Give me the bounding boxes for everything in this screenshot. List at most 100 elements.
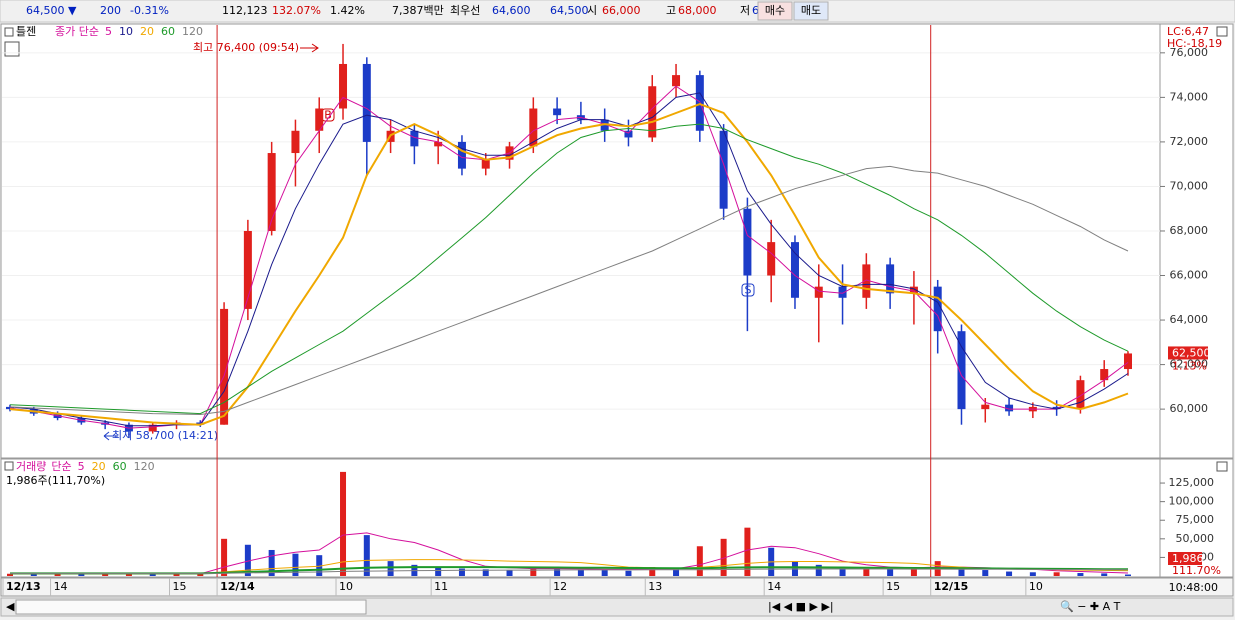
low-arrow [103, 431, 118, 441]
candle-body [529, 108, 538, 147]
last-change-label: 1.13% [1172, 359, 1207, 372]
volume-bar [601, 570, 608, 576]
panel-close[interactable] [1216, 461, 1228, 472]
volume-bar [316, 555, 323, 576]
volume-bar [839, 568, 846, 576]
volume-bar [673, 568, 680, 576]
candle-body [600, 119, 609, 131]
y-tick-label: 100,000 [1169, 495, 1215, 508]
scroll-left[interactable]: ◀ [6, 600, 15, 613]
indicator-hc: HC:-18,19 [1167, 37, 1222, 50]
y-tick-label: 74,000 [1170, 90, 1209, 103]
candle-body [1124, 353, 1132, 370]
legend-entry: 5 [78, 460, 85, 473]
toolbar-item: 200 [100, 4, 121, 17]
volume-bar [149, 574, 156, 576]
sell-button[interactable] [793, 1, 829, 21]
volume-bar [696, 546, 703, 576]
toolbar [0, 0, 1235, 23]
volume-summary: 1,986주(111,70%) [6, 474, 105, 487]
candle-body [410, 130, 419, 147]
candle-body [648, 86, 657, 138]
toolbar-item: 66,000 [602, 4, 641, 17]
x-tick-label: 12 [553, 580, 567, 593]
candle-body [267, 153, 276, 231]
volume-bar [78, 574, 85, 576]
volume-panel [0, 458, 1161, 578]
volume-bar [982, 570, 989, 576]
volume-bar [1125, 574, 1131, 576]
volume-bar [720, 538, 727, 576]
x-tick-label: 11 [434, 580, 448, 593]
y-tick-label: 50,000 [1176, 532, 1215, 545]
date-axis [0, 577, 1234, 597]
volume-bar [1029, 572, 1036, 576]
last-volume-box [1168, 552, 1202, 565]
volume-bar [268, 549, 275, 576]
legend-label: 단순 [51, 460, 71, 473]
x-tick-label: 14 [767, 580, 781, 593]
candle-body [362, 63, 371, 142]
buy-button-label: 매수 [765, 4, 785, 17]
candle-body [243, 230, 252, 309]
scroll-thumb[interactable] [15, 599, 367, 615]
candle-body [291, 130, 300, 154]
nav-buttons[interactable]: |◀ ◀ ■ ▶ ▶| [768, 600, 834, 613]
candle-body [1076, 380, 1085, 410]
grid-button[interactable] [4, 41, 20, 57]
volume-bar [625, 570, 632, 576]
last-price-box [1168, 346, 1208, 360]
candle-body [886, 264, 895, 294]
ma-line [9, 103, 1129, 426]
toolbar-item: 132.07% [272, 4, 321, 17]
legend-entry: 120 [182, 25, 203, 38]
toolbar-item: -0.31% [130, 4, 169, 17]
candle-body [743, 208, 752, 276]
y-tick-label: 66,000 [1170, 269, 1209, 282]
volume-bar [292, 553, 299, 576]
volume-bar [887, 569, 894, 576]
volume-bar [506, 570, 513, 576]
volume-bar [530, 567, 537, 576]
volume-bar [958, 567, 965, 576]
volume-bar [554, 568, 561, 576]
candle-body [862, 264, 871, 298]
candle-body [981, 404, 990, 410]
legend-entry: 20 [140, 25, 154, 38]
price-axis-panel [1159, 23, 1234, 459]
y-tick-label: 68,000 [1170, 224, 1209, 237]
candle-body [933, 286, 942, 332]
candle-body [672, 75, 681, 87]
candle-body [624, 130, 633, 138]
candle-body [148, 424, 157, 432]
candle-body [790, 242, 799, 298]
x-tick-label: 10 [339, 580, 353, 593]
candle-body [719, 130, 728, 209]
panel-close[interactable] [1216, 26, 1228, 37]
candle-body [1005, 404, 1014, 412]
volume-bar [577, 569, 584, 576]
toolbar-item: 최우선 [450, 4, 480, 17]
x-tick-label: 15 [886, 580, 900, 593]
candle-body [434, 141, 443, 147]
x-tick-label: 13 [648, 580, 662, 593]
candle-body [339, 63, 348, 109]
low-annotation: 최저 58,700 (14:21) [112, 429, 218, 442]
legend-label: 종가 단순 [55, 25, 99, 38]
toolbar-item: 64,500 ▼ [26, 4, 77, 17]
volume-legend-title: 거래량 [16, 460, 46, 473]
legend-entry: 5 [105, 25, 112, 38]
high-arrow [300, 43, 319, 53]
volume-bar [1053, 572, 1060, 576]
tool-icons[interactable]: 🔍 − ✚ A T [1060, 599, 1121, 613]
y-tick-label: 72,000 [1170, 135, 1209, 148]
legend-entry: 10 [119, 25, 133, 38]
volume-bar [482, 569, 489, 576]
candle-body [220, 308, 229, 425]
buy-button[interactable] [757, 1, 793, 21]
last-price-label: 62,500 [1172, 346, 1211, 359]
y-tick-label: 70,000 [1170, 179, 1209, 192]
x-tick-label: 14 [54, 580, 68, 593]
